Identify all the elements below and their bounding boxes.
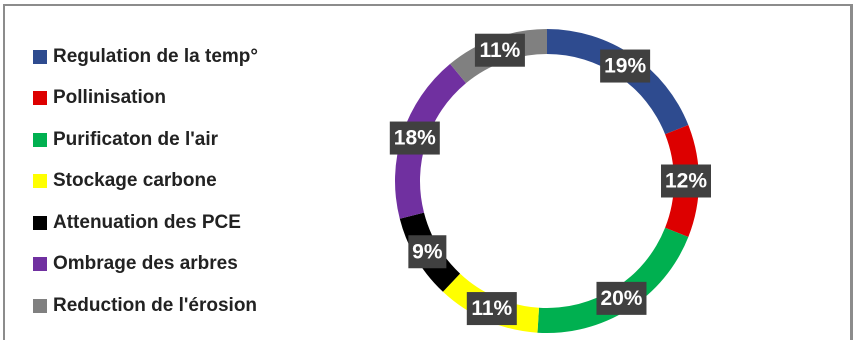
donut-slice-regulation-de-la-temp xyxy=(547,29,689,135)
data-label-text: 20% xyxy=(600,287,642,310)
legend-swatch xyxy=(33,174,47,189)
legend-label: Pollinisation xyxy=(53,87,166,109)
legend-label: Stockage carbone xyxy=(53,170,217,192)
donut-slice-purificaton-de-l-air xyxy=(537,227,689,334)
legend-item-regulation: Regulation de la temp° xyxy=(33,36,258,78)
legend-label: Ombrage des arbres xyxy=(53,253,238,275)
data-label-purificaton-de-l-air: 20% xyxy=(596,281,647,315)
data-label-text: 11% xyxy=(471,297,512,320)
chart-legend: Regulation de la temp° Pollinisation Pur… xyxy=(33,36,258,327)
data-label-text: 19% xyxy=(604,55,646,78)
legend-item-pollinisation: Pollinisation xyxy=(33,78,258,120)
data-label-pollinisation: 12% xyxy=(661,164,711,198)
legend-swatch xyxy=(33,215,47,230)
data-label-text: 11% xyxy=(479,39,520,62)
legend-item-ombrage: Ombrage des arbres xyxy=(33,244,258,286)
legend-label: Reduction de l'érosion xyxy=(53,294,258,316)
legend-label: Attenuation des PCE xyxy=(53,211,241,233)
legend-item-purification: Purificaton de l'air xyxy=(33,119,258,161)
legend-item-reduction: Reduction de l'érosion xyxy=(33,285,258,327)
data-label-reduction-de-l-erosion: 11% xyxy=(474,33,525,67)
data-label-box xyxy=(474,33,525,67)
data-label-box xyxy=(661,164,711,198)
data-label-box xyxy=(600,49,651,83)
legend-label: Purificaton de l'air xyxy=(53,128,218,150)
legend-label: Regulation de la temp° xyxy=(53,45,259,67)
data-label-attenuation-des-pce: 9% xyxy=(408,235,447,269)
data-label-regulation-de-la-temp: 19% xyxy=(600,49,651,83)
data-label-text: 9% xyxy=(412,240,443,263)
legend-swatch xyxy=(33,49,47,64)
data-label-stockage-carbone: 11% xyxy=(466,292,517,326)
legend-swatch xyxy=(33,298,47,313)
donut-data-labels: 19% 12% 20% 11% 9% 18% 11% xyxy=(389,33,711,326)
data-label-box xyxy=(466,292,517,326)
data-label-box xyxy=(389,121,440,155)
donut-slice-ombrage-des-arbres xyxy=(395,63,467,219)
data-label-text: 18% xyxy=(394,127,436,150)
legend-item-stockage: Stockage carbone xyxy=(33,161,258,203)
legend-swatch xyxy=(33,132,47,147)
data-label-box xyxy=(408,235,447,269)
legend-swatch xyxy=(33,91,47,106)
donut-slices xyxy=(395,29,700,334)
legend-item-attenuation: Attenuation des PCE xyxy=(33,202,258,244)
data-label-ombrage-des-arbres: 18% xyxy=(389,121,440,155)
data-label-text: 12% xyxy=(665,170,707,193)
chart-frame xyxy=(3,4,853,340)
legend-swatch xyxy=(33,257,47,272)
data-label-box xyxy=(596,281,647,315)
